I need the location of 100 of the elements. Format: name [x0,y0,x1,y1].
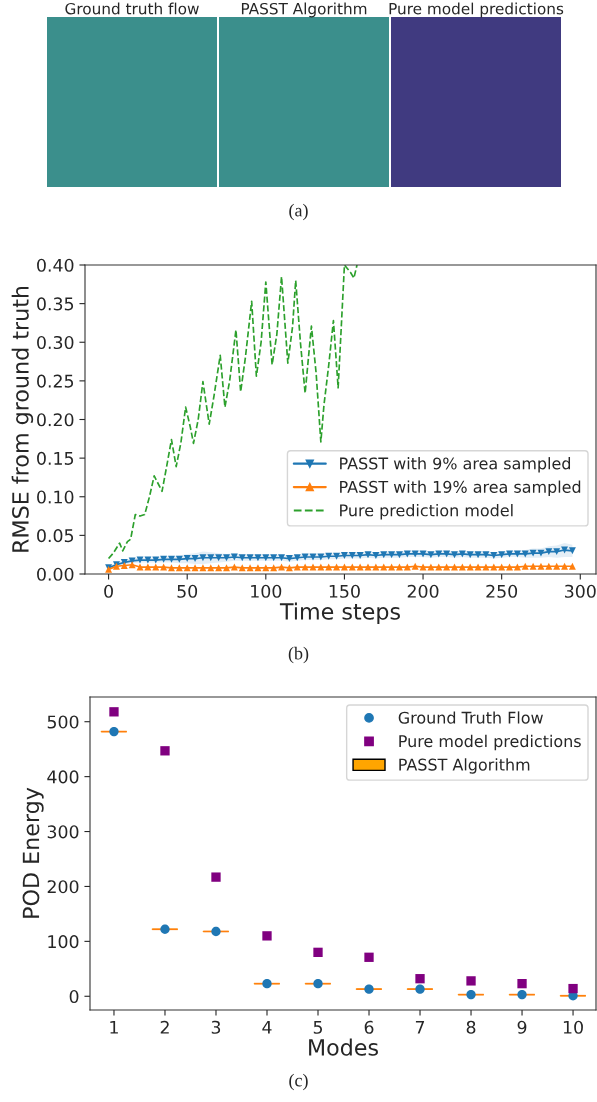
point [191,555,199,563]
point [144,563,152,571]
point [466,976,476,986]
point [223,564,230,572]
point [211,926,221,937]
point [513,563,521,571]
point [183,555,191,563]
x-tick-label: 7 [415,1020,425,1034]
x-tick-label: 100 [251,584,282,598]
point [136,563,144,571]
point [474,551,482,559]
point [293,554,301,562]
point [333,552,341,560]
point [254,554,262,562]
point [458,563,466,571]
point [285,555,293,563]
text: (b) [288,646,309,664]
point [301,563,309,571]
point [466,551,474,559]
x-tick-label: 0 [104,584,113,598]
text: (a) [289,203,308,221]
point [498,563,506,571]
point [490,563,498,571]
point [545,562,553,570]
point [388,563,396,571]
point [411,550,419,558]
point [395,551,403,559]
point [427,563,435,571]
point [380,563,388,571]
point [293,563,301,571]
y-axis-title: RMSE from ground truth [11,286,34,552]
legend-label: PASST Algorithm [399,758,530,774]
point [340,551,348,559]
point [395,563,403,571]
point [215,554,223,562]
point [403,550,411,558]
point [168,564,175,572]
point [561,562,569,570]
point [419,550,427,558]
x-axis-title: Modes [309,1038,378,1056]
point [419,563,427,571]
point [490,551,498,559]
y-tick-label: 0.00 [37,567,74,581]
point [458,550,466,558]
point [364,952,374,962]
legend-label: Ground Truth Flow [398,711,543,724]
text: PASST Algorithm [241,2,367,18]
y-tick-label: 300 [47,825,79,839]
y-tick-label: 400 [47,770,79,784]
point [443,563,451,571]
point [262,978,272,989]
point [568,547,576,555]
x-tick-label: 300 [565,584,596,598]
point [270,554,278,562]
point [474,563,482,571]
point [348,563,356,571]
point [427,551,435,559]
point [120,562,128,569]
y-tick-label: 100 [48,935,79,949]
x-tick-label: 9 [517,1020,527,1034]
y-tick-label: 0.40 [37,258,74,272]
y-tick-label: 0.10 [37,490,74,504]
point [545,548,553,556]
point [207,554,215,562]
point [340,563,348,571]
point [160,563,168,571]
point [466,989,476,1000]
point [325,563,333,571]
point [380,551,388,559]
point [211,872,221,882]
point [443,550,451,558]
point [415,974,425,984]
point [521,550,529,558]
point [223,554,230,562]
point [160,924,170,934]
x-tick-label: 150 [329,584,360,598]
point [568,562,576,570]
x-tick-label: 200 [407,584,439,598]
point [506,563,513,571]
y-tick-label: 500 [47,715,79,729]
point [356,551,364,559]
x-tick-label: 250 [486,584,518,598]
point [238,554,246,562]
point [160,746,170,756]
point [517,978,527,989]
y-tick-label: 0.20 [37,413,74,427]
point [364,984,374,994]
y-tick-label: 200 [47,880,79,894]
point [356,563,364,571]
point [482,563,490,571]
text: (c) [289,1073,308,1091]
point [537,562,545,570]
y-tick-label: 0.30 [37,335,74,350]
point [109,707,119,717]
point [136,556,144,564]
x-tick-label: 8 [466,1020,476,1034]
point [388,551,396,559]
point [537,549,545,557]
x-tick-label: 5 [313,1020,323,1034]
point [403,563,411,571]
